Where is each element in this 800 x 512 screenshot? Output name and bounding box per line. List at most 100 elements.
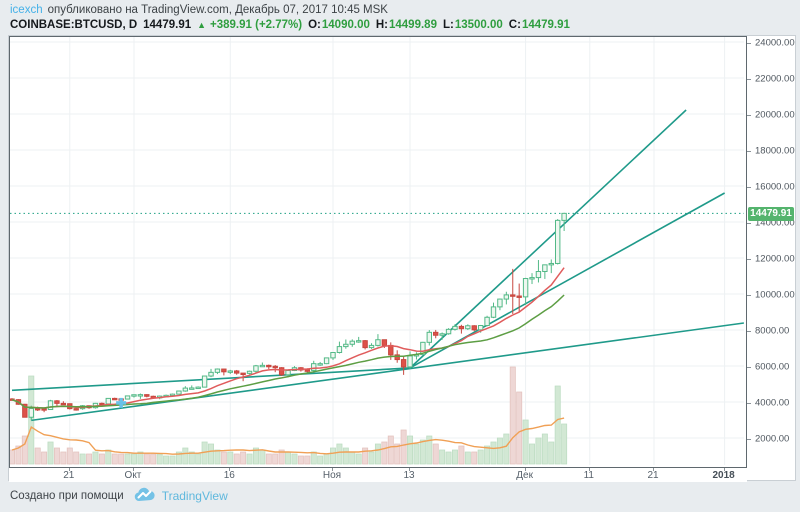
time-axis-label: 2018: [712, 470, 735, 481]
volume-bar: [330, 447, 336, 465]
volume-bar: [529, 443, 535, 465]
volume-bar: [92, 451, 99, 465]
price-axis-tick: [747, 258, 751, 260]
candle-body: [124, 395, 131, 400]
time-axis-tick: [132, 468, 134, 471]
volume-bar: [394, 443, 401, 465]
volume-bar: [41, 451, 48, 465]
volume-bar: [137, 451, 144, 465]
candle-body: [47, 400, 54, 411]
candle-body: [535, 271, 542, 279]
price-axis[interactable]: 14479.91 24000.00 22000.00 20000.00 18000.0…: [747, 36, 795, 468]
candle-body: [272, 365, 278, 369]
chart-plot-area[interactable]: [9, 36, 747, 468]
candle-body: [400, 359, 407, 368]
time-axis-tick: [723, 468, 725, 471]
candle-body: [34, 408, 41, 411]
candle-body: [28, 408, 34, 418]
time-axis-tick: [332, 468, 333, 471]
tradingview-brand-link[interactable]: TradingView: [161, 489, 228, 503]
candle-body: [182, 387, 189, 392]
volume-bar: [156, 453, 163, 465]
time-axis-label: 21: [647, 470, 659, 481]
time-axis[interactable]: 21 Окт 16 Ноя 13 Дек 11 21 2018: [9, 468, 747, 482]
volume-bar: [407, 435, 414, 465]
price-axis-label: 6000.00: [755, 361, 790, 372]
candlestick-chart: [10, 37, 744, 465]
candle-body: [522, 278, 529, 298]
candle-body: [381, 339, 388, 346]
price-axis-tick: [747, 402, 751, 404]
high-label: H:: [375, 19, 388, 31]
candle-body: [112, 397, 118, 401]
volume-bar: [233, 453, 240, 465]
volume-bar: [535, 437, 542, 465]
candle-body: [137, 394, 144, 397]
up-arrow-icon: ▲: [197, 20, 207, 30]
volume-bar: [278, 449, 285, 465]
candle-body: [234, 370, 240, 374]
candle-body: [41, 408, 47, 411]
price-axis-label: 20000.00: [755, 109, 795, 120]
volume-bar: [490, 441, 497, 465]
time-axis-tick: [409, 468, 411, 471]
volume-bar: [265, 453, 272, 465]
volume-bar: [150, 453, 157, 465]
volume-ma-line: [11, 417, 565, 455]
volume-bar: [317, 455, 324, 465]
volume-bar: [387, 435, 394, 465]
volume-bar: [21, 435, 28, 465]
candle-body: [22, 403, 28, 418]
price-axis-label: 4000.00: [755, 397, 790, 408]
volume-bar: [541, 433, 548, 465]
price-axis-label: 12000.00: [755, 253, 795, 264]
volume-bar: [60, 451, 67, 465]
candle-body: [497, 298, 503, 308]
time-axis-label: Окт: [124, 470, 142, 481]
volume-bar: [47, 441, 54, 465]
candle-body: [433, 331, 439, 336]
candle-body: [323, 357, 330, 365]
time-axis-tick: [653, 468, 654, 471]
volume-bar: [554, 385, 561, 465]
last-price: 14479.91: [143, 19, 192, 31]
candle-body: [304, 369, 311, 372]
price-axis-tick: [747, 438, 751, 440]
volume-bar: [131, 453, 137, 465]
volume-bar: [342, 447, 349, 465]
volume-bar: [98, 453, 105, 465]
volume-bar: [175, 451, 182, 465]
price-axis-label: 16000.00: [755, 181, 795, 192]
price-axis-tick: [747, 330, 751, 332]
volume-bar: [522, 419, 529, 465]
candle-body: [349, 340, 355, 345]
candle-body: [227, 370, 233, 373]
volume-bar: [259, 449, 266, 465]
candle-body: [60, 402, 67, 406]
candle-body: [343, 343, 349, 348]
tradingview-logo-icon[interactable]: [134, 487, 156, 505]
volume-bar: [246, 453, 253, 465]
candle-body: [484, 316, 490, 326]
published-text: опубликовано на TradingView.com, Декабрь…: [47, 4, 388, 16]
candle-body: [214, 368, 221, 373]
candle-body: [73, 408, 79, 411]
candle-body: [201, 375, 208, 388]
price-axis-label: 8000.00: [755, 325, 790, 336]
volume-bar: [548, 441, 555, 465]
volume-bar: [10, 449, 15, 465]
time-axis-tick: [229, 468, 231, 471]
open-value: 14090.00: [321, 19, 370, 31]
symbol-ohlc-line: COINBASE:BTCUSD, D 14479.91 ▲ +389.91 (+2.7…: [10, 19, 576, 31]
candle-body: [548, 262, 554, 266]
close-value: 14479.91: [521, 19, 570, 31]
volume-bar: [79, 453, 86, 465]
author-link[interactable]: icexch: [10, 4, 43, 16]
candle-body: [240, 372, 246, 376]
volume-bar: [124, 453, 131, 465]
volume-bar: [349, 451, 356, 465]
candle-body: [253, 365, 259, 372]
candle-body: [471, 325, 477, 331]
volume-bar: [516, 391, 523, 465]
